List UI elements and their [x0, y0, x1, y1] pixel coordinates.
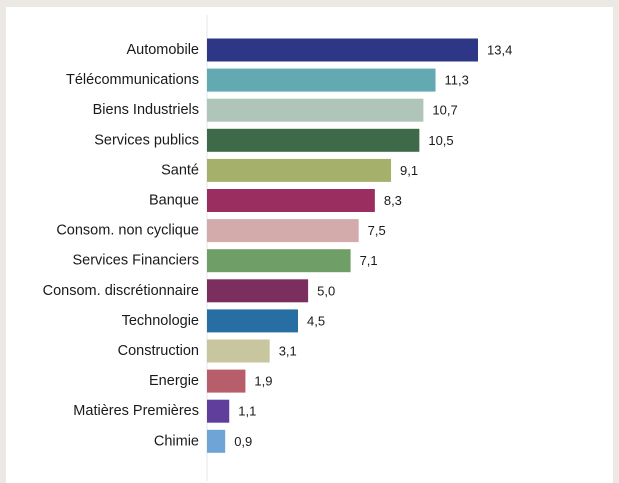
value-label-sante: 9,1 [400, 163, 418, 178]
bar-telecommunications [207, 68, 436, 92]
value-label-technologie: 4,5 [307, 313, 325, 328]
value-label-construction: 3,1 [279, 344, 297, 359]
bar-matieres-premieres [207, 399, 230, 423]
bar-construction [207, 339, 270, 363]
category-label-automobile: Automobile [126, 42, 199, 58]
value-label-services-financiers: 7,1 [360, 253, 378, 268]
bar-services-financiers [207, 249, 351, 273]
bar-consom-discretionnaire [207, 279, 309, 303]
bar-biens-industriels [207, 98, 424, 122]
category-label-telecommunications: Télécommunications [66, 72, 199, 88]
bar-energie [207, 369, 246, 393]
category-label-energie: Energie [149, 373, 199, 389]
bar-chart: Automobile Télécommunications Biens Indust… [43, 15, 512, 481]
value-label-banque: 8,3 [384, 193, 402, 208]
category-label-technologie: Technologie [122, 313, 199, 329]
category-label-matieres-premieres: Matières Premières [73, 403, 199, 419]
category-label-services-financiers: Services Financiers [72, 253, 199, 269]
value-label-automobile: 13,4 [487, 43, 512, 58]
value-label-consom-non-cyclique: 7,5 [368, 223, 386, 238]
bar-services-publics [207, 128, 420, 152]
value-label-consom-discretionnaire: 5,0 [317, 283, 335, 298]
category-label-banque: Banque [149, 193, 199, 209]
category-labels: Automobile Télécommunications Biens Indust… [43, 42, 199, 449]
bars [207, 38, 478, 453]
value-label-telecommunications: 11,3 [445, 73, 469, 88]
bar-chimie [207, 429, 226, 453]
value-label-services-publics: 10,5 [428, 133, 453, 148]
category-label-construction: Construction [118, 343, 199, 359]
value-label-matieres-premieres: 1,1 [238, 404, 256, 419]
value-label-chimie: 0,9 [234, 434, 252, 449]
bar-consom-non-cyclique [207, 219, 359, 243]
bar-sante [207, 158, 392, 182]
chart-panel: Automobile Télécommunications Biens Indust… [6, 7, 613, 483]
category-label-consom-discretionnaire: Consom. discrétionnaire [43, 283, 199, 299]
value-label-biens-industriels: 10,7 [432, 103, 457, 118]
value-label-energie: 1,9 [254, 374, 272, 389]
category-label-services-publics: Services publics [94, 132, 199, 148]
category-label-biens-industriels: Biens Industriels [93, 102, 199, 118]
bar-banque [207, 189, 375, 212]
category-label-sante: Santé [161, 162, 199, 178]
value-labels: 13,4 11,3 10,7 10,5 9,1 8,3 7,5 7,1 5,0 4,5 3,1 1,9… [234, 43, 512, 449]
bar-automobile [207, 38, 478, 62]
bar-technologie [207, 309, 299, 333]
category-label-consom-non-cyclique: Consom. non cyclique [56, 223, 199, 239]
category-label-chimie: Chimie [154, 433, 199, 449]
